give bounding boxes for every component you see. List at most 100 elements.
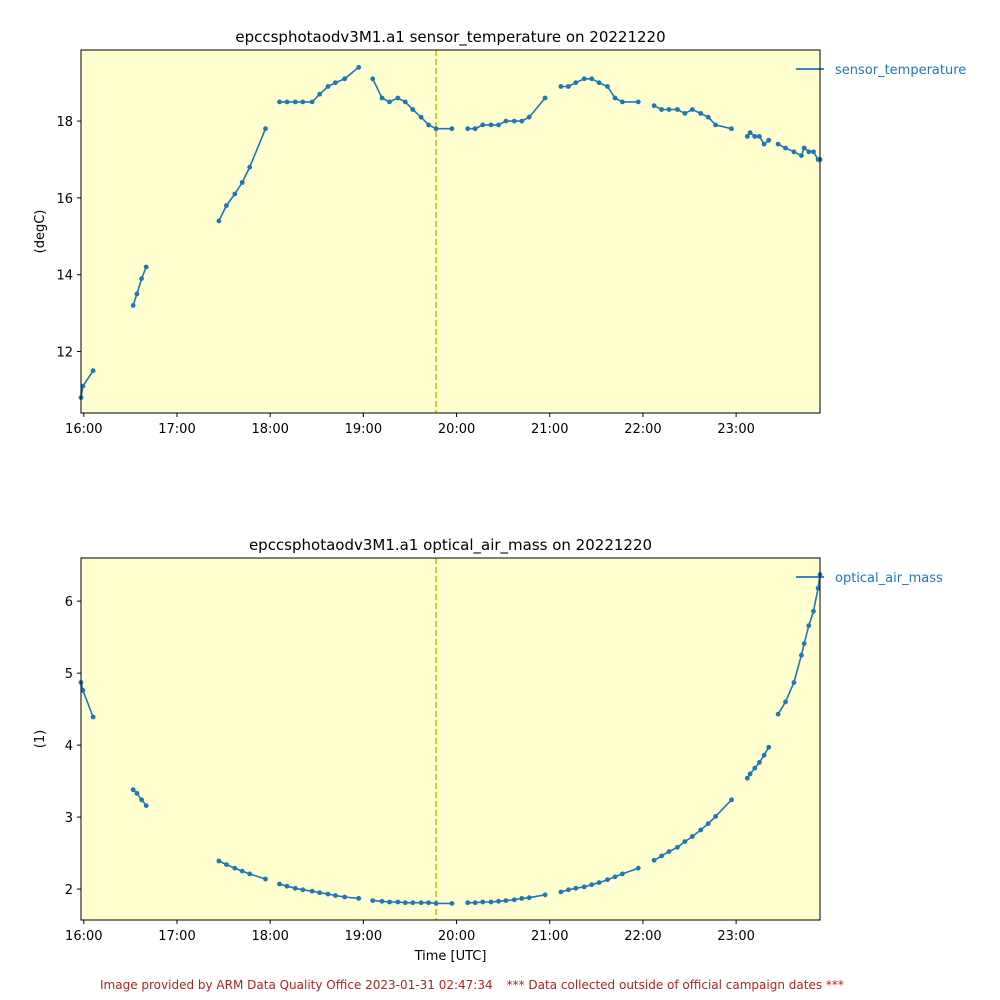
y-tick-label: 6 <box>65 595 73 610</box>
legend-label: optical_air_mass <box>835 571 943 586</box>
data-point <box>80 383 86 389</box>
data-point <box>799 652 804 658</box>
data-point <box>689 107 695 112</box>
data-point <box>488 122 494 128</box>
data-point <box>511 897 517 903</box>
data-point <box>761 141 767 147</box>
data-point <box>139 797 145 803</box>
data-point <box>325 891 331 897</box>
y-tick-label: 12 <box>56 346 73 361</box>
plot-frame <box>80 49 821 414</box>
data-point <box>426 122 431 128</box>
data-point <box>232 191 238 197</box>
data-point <box>775 141 781 147</box>
footer-notice: *** Data collected outside of official c… <box>506 978 844 992</box>
data-point <box>239 180 245 185</box>
data-point <box>659 107 664 112</box>
data-point <box>682 111 688 116</box>
panel-2: epccsphotaodv3M1.a1 optical_air_mass on … <box>33 536 943 964</box>
data-point <box>675 844 680 850</box>
data-point <box>605 877 610 883</box>
data-point <box>811 608 816 614</box>
data-point <box>292 885 298 891</box>
data-point <box>292 99 298 105</box>
data-point <box>705 821 711 826</box>
data-point <box>449 126 455 132</box>
data-point <box>395 899 401 905</box>
data-point <box>519 118 525 124</box>
data-point <box>433 901 439 906</box>
series-line <box>560 867 639 893</box>
data-point <box>370 76 376 82</box>
data-point <box>651 103 657 109</box>
data-point <box>766 744 772 750</box>
data-point <box>90 714 96 720</box>
x-tick-label: 19:00 <box>345 929 382 944</box>
data-point <box>488 899 494 905</box>
data-point <box>519 896 525 901</box>
data-point <box>134 790 140 796</box>
panel-1: epccsphotaodv3M1.a1 sensor_temperature o… <box>33 28 966 437</box>
data-point <box>239 868 245 874</box>
data-point <box>747 771 753 777</box>
data-point <box>620 871 625 877</box>
series-line <box>653 799 733 861</box>
data-point <box>387 899 392 905</box>
data-point <box>130 787 136 793</box>
data-point <box>698 827 704 833</box>
data-point <box>651 857 657 863</box>
data-point <box>612 874 618 880</box>
data-point <box>729 797 734 803</box>
data-point <box>542 892 548 898</box>
data-point <box>766 137 772 143</box>
data-point <box>277 881 282 887</box>
data-point <box>496 122 501 128</box>
data-point <box>635 99 641 105</box>
data-point <box>612 95 618 101</box>
data-point <box>356 896 362 901</box>
plot-frame <box>80 557 821 921</box>
footer: Image provided by ARM Data Quality Offic… <box>100 978 858 992</box>
data-point <box>309 99 315 105</box>
data-point <box>744 775 750 781</box>
x-tick-label: 16:00 <box>65 929 102 944</box>
data-point <box>682 839 688 844</box>
data-point <box>511 118 517 124</box>
plot-background <box>81 50 820 413</box>
data-point <box>783 145 788 151</box>
data-point <box>558 84 564 89</box>
x-tick-label: 18:00 <box>251 929 288 944</box>
data-point <box>333 893 338 898</box>
data-point <box>757 134 762 139</box>
data-point <box>752 765 758 771</box>
x-tick-label: 20:00 <box>438 422 475 437</box>
data-point <box>139 276 145 281</box>
series-line <box>279 66 360 103</box>
data-point <box>783 699 788 705</box>
data-point <box>224 203 229 209</box>
data-point <box>799 153 804 159</box>
data-point <box>744 134 750 139</box>
data-point <box>589 882 595 888</box>
y-tick-label: 5 <box>65 667 73 682</box>
data-point <box>342 894 348 900</box>
x-tick-label: 18:00 <box>251 422 288 437</box>
x-tick-label: 21:00 <box>531 929 568 944</box>
data-point <box>379 898 385 904</box>
series-optical_air_mass <box>78 572 823 906</box>
data-point <box>309 888 315 894</box>
data-point <box>589 76 595 82</box>
data-point <box>317 91 322 97</box>
data-point <box>216 858 222 864</box>
y-tick-label: 3 <box>65 811 73 826</box>
y-tick-label: 14 <box>56 269 73 284</box>
data-point <box>472 126 478 132</box>
data-point <box>581 76 587 82</box>
data-point <box>418 114 424 120</box>
data-point <box>465 126 471 132</box>
data-point <box>395 95 401 101</box>
x-tick-label: 17:00 <box>158 422 195 437</box>
series-line <box>653 104 732 130</box>
data-point <box>581 884 587 890</box>
data-point <box>143 264 149 270</box>
